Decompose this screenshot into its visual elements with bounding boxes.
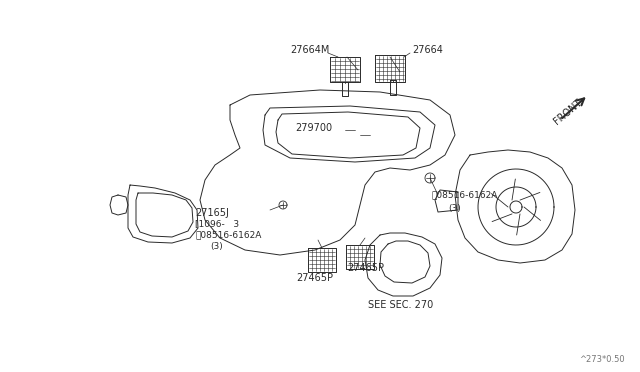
Text: Ⓝ08516-6162A: Ⓝ08516-6162A xyxy=(432,190,499,199)
Text: 27165J: 27165J xyxy=(195,208,229,218)
Text: (3): (3) xyxy=(448,203,461,212)
Text: 27465P: 27465P xyxy=(347,263,384,273)
Text: (3): (3) xyxy=(210,241,223,250)
Text: Ⓝ08516-6162A: Ⓝ08516-6162A xyxy=(195,231,261,240)
Text: 27465P: 27465P xyxy=(296,273,333,283)
Text: [1096-   3: [1096- 3 xyxy=(195,219,239,228)
Text: 27664M: 27664M xyxy=(290,45,330,55)
Text: 279700: 279700 xyxy=(295,123,332,133)
Text: 27664: 27664 xyxy=(412,45,443,55)
Text: FRONT: FRONT xyxy=(552,97,584,126)
Text: ^273*0.50: ^273*0.50 xyxy=(579,356,625,365)
Text: SEE SEC. 270: SEE SEC. 270 xyxy=(368,300,433,310)
